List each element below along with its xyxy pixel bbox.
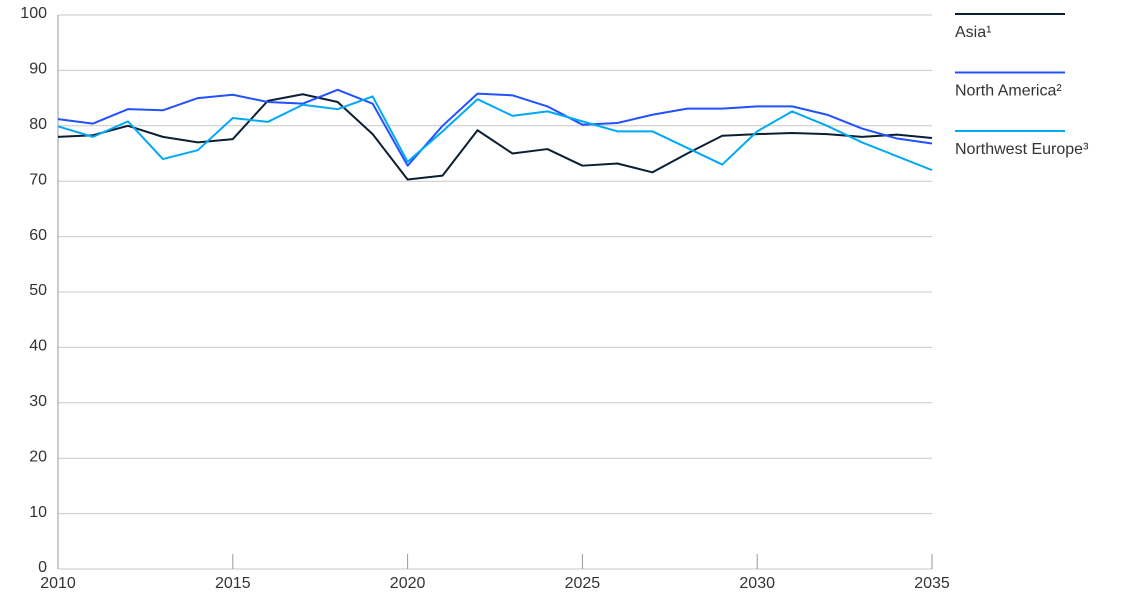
y-tick-label: 40: [29, 338, 47, 355]
y-tick-label: 70: [29, 171, 47, 188]
x-tick-label: 2025: [565, 575, 601, 592]
y-tick-label: 80: [29, 116, 47, 133]
x-tick-label: 2030: [739, 575, 775, 592]
y-tick-label: 20: [29, 448, 47, 465]
y-tick-label: 0: [38, 559, 47, 576]
y-tick-label: 100: [20, 5, 47, 22]
y-tick-label: 10: [29, 504, 47, 521]
y-tick-label: 60: [29, 227, 47, 244]
series-line: [57, 88, 933, 167]
y-tick-label: 50: [29, 282, 47, 299]
y-tick-label: 30: [29, 393, 47, 410]
legend-label: Northwest Europe³: [955, 141, 1089, 158]
legend-label: Asia¹: [955, 24, 991, 41]
x-tick-label: 2035: [914, 575, 950, 592]
x-tick-label: 2010: [40, 575, 76, 592]
legend-label: North America²: [955, 83, 1062, 100]
x-tick-label: 2020: [390, 575, 426, 592]
y-tick-label: 90: [29, 61, 47, 78]
series-line: [57, 93, 933, 181]
series-line: [57, 95, 933, 172]
x-tick-label: 2015: [215, 575, 251, 592]
